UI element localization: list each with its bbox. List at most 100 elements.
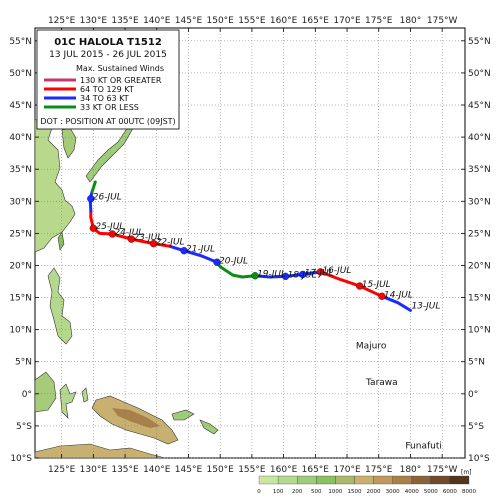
day-label: 23-JUL [133,233,162,243]
colorbar-swatch [277,475,298,485]
lon-tick-label-bottom: 165°E [302,465,330,475]
lon-tick-label-bottom: 175°E [365,465,393,475]
track-segment [89,209,171,248]
colorbar-swatch [411,475,431,485]
track-segment [380,294,412,312]
colorbar-tick-label: 4000 [405,489,419,495]
track-position-dot [127,235,136,243]
lon-tick-label-top: 135°E [111,16,139,26]
legend-entry-label: 130 KT OR GREATER [80,76,162,85]
lat-tick-label-right: 50°N [468,69,491,79]
lat-tick-label-left: 20°N [9,261,32,271]
lon-tick-label-bottom: 145°E [175,465,203,475]
lon-tick-label-top: 155°E [238,16,266,26]
lon-tick-label-top: 150°E [207,16,235,26]
day-label: 24-JUL [114,228,143,238]
lon-tick-label-top: 175°E [365,16,393,26]
colorbar-tick-label: 100 [273,489,284,495]
day-label: 19-JUL [257,270,286,280]
lat-tick-label-right: 30°N [468,197,491,207]
land-australia [34,443,166,459]
lon-tick-label-bottom: 160°E [270,465,298,475]
colorbar-swatch [392,475,412,485]
lat-tick-label-right: 10°N [468,326,491,336]
lon-tick-label-top: 130°E [80,16,108,26]
day-label: 15-JUL [362,280,391,290]
lon-tick-label-bottom: 135°E [111,465,139,475]
lat-tick-label-right: 40°N [468,133,491,143]
lon-tick-label-top: 165°E [302,16,330,26]
lat-tick-label-right: 20°N [468,261,491,271]
storm-track [87,180,412,312]
lon-tick-label-bottom: 130°E [80,465,108,475]
track-segment [318,270,384,298]
legend-title: 01C HALOLA T1512 [54,37,162,48]
colorbar-tick-label: 500 [311,489,322,495]
lat-tick-label-left: 0° [22,390,32,400]
colorbar-tick-label: 2000 [367,489,381,495]
colorbar-swatch [430,475,451,485]
lon-tick-label-top: 145°E [175,16,203,26]
colorbar-swatch [335,475,355,485]
lon-tick-label-bottom: 140°E [143,465,171,475]
lat-tick-label-right: 10°S [468,454,490,464]
colorbar-tick-label: 1500 [347,489,361,495]
lat-tick-label-left: 10°N [9,326,32,336]
legend: 01C HALOLA T1512 13 JUL 2015 - 26 JUL 20… [36,29,180,130]
track-position-dot [87,195,95,203]
lon-tick-label-bottom: 150°E [207,465,235,475]
colorbar-tick-label: 6000 [443,489,457,495]
lat-tick-label-left: 55°N [9,37,32,47]
track-position-dot [251,272,259,280]
track-segment [168,244,219,264]
colorbar-tick-label: 200 [292,489,303,495]
colorbar-swatch [449,475,470,485]
lat-tick-label-left: 35°N [9,165,32,175]
track-position-dot [281,272,290,281]
track-position-dot [378,292,386,300]
lon-tick-label-top: 160°E [270,16,298,26]
land-halmahera [81,387,89,403]
lat-tick-label-left: 50°N [9,69,32,79]
axis-ticks: 125°E125°E130°E130°E135°E135°E140°E140°E… [9,16,490,475]
legend-entry-label: 34 TO 63 KT [80,94,129,103]
lon-tick-label-bottom: 155°E [238,465,266,475]
lat-tick-label-right: 45°N [468,101,491,111]
place-label: Tarawa [365,378,398,388]
colorbar-tick-label: 1000 [328,489,342,495]
lat-tick-label-left: 25°N [9,229,32,239]
day-label: 21-JUL [186,245,215,255]
legend-entry-label: 33 KT OR LESS [80,103,139,112]
lon-tick-label-top: 125°E [48,16,76,26]
track-position-dot [298,270,307,279]
lon-tick-label-top: 170°E [333,16,361,26]
track-position-dot [213,258,221,266]
colorbar-tick-label: 3000 [386,489,400,495]
lat-tick-label-right: 15°N [468,294,491,304]
lon-tick-label-top: 180° [400,16,422,26]
lat-tick-label-right: 0° [468,390,478,400]
day-label: 18-JUL [288,270,317,280]
legend-entry-label: 64 TO 129 KT [80,85,134,94]
lon-tick-label-bottom: 180° [400,465,422,475]
track-position-dot [180,247,188,255]
track-position-dot [108,230,117,238]
colorbar-swatch [316,475,336,485]
place-labels: Majuro Tarawa Funafuti [356,341,442,451]
lat-tick-label-right: 55°N [468,37,491,47]
colorbar-swatch [258,475,279,485]
colorbar-unit: [m] [461,469,472,476]
lat-tick-label-right: 5°S [468,422,484,432]
track-position-dot [89,224,97,232]
lat-tick-label-right: 5°N [468,358,485,368]
land-new-guinea-highlands [112,408,160,428]
lat-tick-label-left: 10°S [10,454,32,464]
lon-tick-label-bottom: 170°E [333,465,361,475]
land-taiwan [57,231,65,251]
day-label: 14-JUL [384,290,413,300]
lon-tick-label-top: 140°E [143,16,171,26]
place-label: Majuro [356,341,387,351]
